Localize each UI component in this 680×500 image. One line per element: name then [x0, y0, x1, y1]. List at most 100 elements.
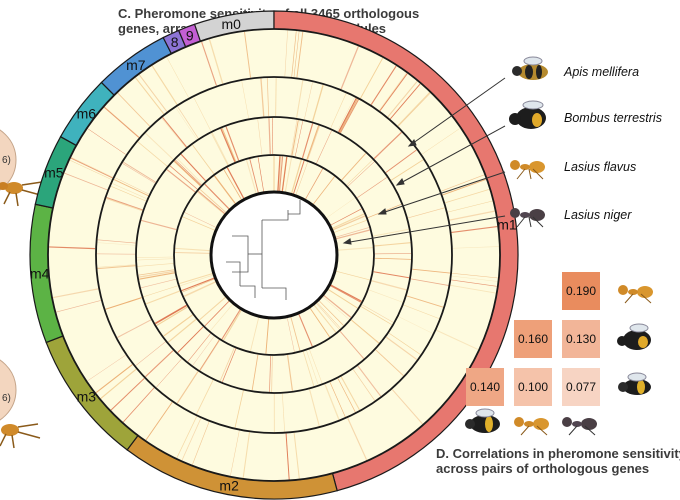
circular-heatmap: m0 m1 m2 m3 m4 m5 m6 m7 8 9: [29, 10, 519, 500]
heatmap-stripe: [360, 306, 393, 326]
heatmap-stripe: [199, 339, 220, 371]
heatmap-stripe: [192, 336, 215, 366]
heatmap-stripe: [293, 31, 300, 78]
ant-icon: [0, 423, 41, 449]
heatmap-stripe: [249, 158, 259, 194]
heatmap-stripe: [442, 179, 487, 196]
bee-icon: [512, 56, 548, 80]
heatmap-stripe: [197, 191, 225, 215]
heatmap-stripe: [290, 316, 301, 351]
heatmap-stripe: [221, 309, 241, 340]
heatmap-stripe: [145, 290, 180, 305]
heatmap-stripe: [452, 273, 498, 279]
heatmap-stripe: [56, 300, 101, 313]
heatmap-stripe: [154, 304, 187, 324]
heatmap-stripe: [412, 268, 451, 274]
heatmap-stripe: [351, 319, 380, 344]
heatmap-stripe: [306, 350, 319, 385]
heatmap-stripe: [182, 216, 216, 231]
heatmap-stripe: [281, 156, 288, 192]
heatmap-stripe: [277, 156, 281, 192]
heatmap-stripe: [451, 275, 498, 282]
heatmap-stripe: [69, 160, 112, 180]
heatmap-stripe: [385, 336, 418, 361]
heatmap-stripe: [221, 128, 237, 162]
heatmap-stripe: [368, 289, 403, 303]
heatmap-stripe: [103, 106, 140, 138]
module-label: 8: [171, 34, 179, 50]
species-legend: Apis mellifera Bombus terrestris Lasius …: [342, 56, 662, 245]
heatmap-stripe: [174, 160, 201, 186]
heatmap-stripe: [316, 302, 340, 330]
corr-cell: 0.140: [466, 368, 504, 406]
heatmap-stripe: [70, 157, 113, 179]
heatmap-stripe: [117, 319, 152, 338]
heatmap-stripe: [397, 92, 431, 127]
heatmap-stripe: [137, 256, 174, 258]
heatmap-stripe: [324, 384, 340, 420]
heatmap-stripe: [49, 246, 96, 250]
heatmap-stripe: [137, 263, 174, 267]
svg-text:6): 6): [2, 393, 11, 404]
heatmap-stripe: [145, 132, 174, 160]
heatmap-stripe: [97, 242, 136, 246]
heatmap-stripe: [141, 219, 177, 231]
heatmap-stripe: [309, 389, 320, 427]
heatmap-stripe: [257, 118, 263, 155]
heatmap-stripe: [451, 279, 497, 287]
heatmap-stripe: [162, 117, 187, 148]
heatmap-stripe: [337, 97, 355, 132]
heatmap-stripe: [295, 161, 309, 195]
heatmap-stripe: [333, 219, 367, 233]
dendrogram-branch: [288, 200, 301, 215]
heatmap-stripe: [327, 288, 358, 309]
heatmap-stripe: [278, 156, 282, 192]
heatmap-stripe: [103, 106, 140, 138]
heatmap-stripe: [291, 120, 299, 156]
heatmap-stripe: [291, 159, 302, 194]
heatmap-stripe: [155, 305, 187, 325]
heatmap-stripe: [64, 172, 108, 191]
heatmap-stripe: [316, 302, 341, 329]
heatmap-stripe: [357, 177, 388, 198]
track-borders: [47, 28, 501, 482]
heatmap-stripe: [285, 433, 290, 480]
heatmap-stripe: [389, 83, 421, 120]
corr-value: 0.140: [470, 380, 500, 394]
dendrogram-branch: [226, 261, 241, 286]
heatmap-stripe: [445, 188, 490, 204]
heatmap-stripe: [222, 348, 237, 383]
heatmap-stripe: [199, 189, 227, 213]
heatmap-stripe: [95, 364, 133, 394]
ant-icon: [0, 181, 45, 207]
heatmap-stripe: [138, 269, 175, 276]
heatmap-stripe: [332, 215, 366, 231]
black-ant-icon: [562, 417, 597, 436]
bee-icon: [465, 408, 500, 433]
heatmap-stripe: [269, 355, 272, 392]
heatmap-stripe: [138, 270, 175, 278]
heatmap-stripe: [219, 347, 235, 382]
heatmap-stripe: [110, 185, 147, 202]
module-label: m4: [30, 265, 50, 281]
heatmap-stripe: [330, 93, 347, 129]
heatmap-stripe: [145, 401, 173, 441]
heatmap-stripe: [113, 179, 149, 197]
heatmap-stripe: [361, 304, 394, 323]
heatmap-stripe: [374, 242, 411, 247]
dendrogram-center: [211, 192, 337, 318]
bumblebee-icon: [617, 323, 651, 350]
heatmap-stripe: [436, 329, 479, 351]
heatmap-stripe: [183, 281, 216, 297]
heatmap-stripe: [179, 273, 213, 285]
heatmap-stripe: [329, 382, 346, 418]
heatmap-stripe: [225, 126, 240, 161]
corr-cell: 0.077: [562, 368, 600, 406]
heatmap-stripe: [339, 98, 358, 133]
heatmap-stripe: [335, 270, 370, 281]
heatmap-stripe: [166, 57, 189, 98]
heatmap-stripe: [221, 128, 237, 162]
species-label-lasius-flavus: Lasius flavus: [564, 160, 636, 174]
heatmap-stripe: [197, 190, 226, 215]
